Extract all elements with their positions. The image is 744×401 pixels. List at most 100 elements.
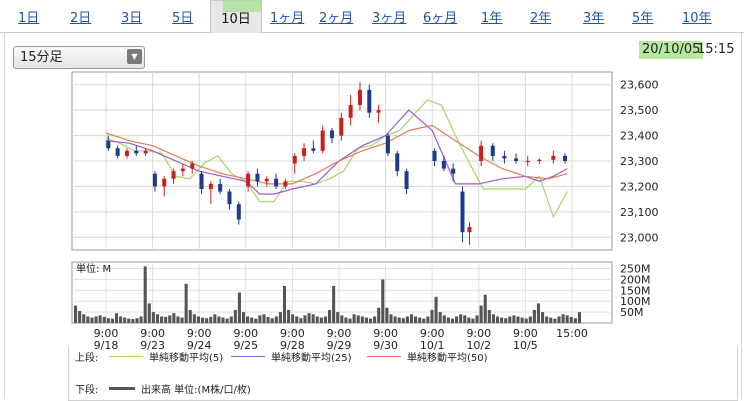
volume-bar — [254, 318, 258, 323]
volume-bar — [557, 316, 561, 323]
tab-12[interactable]: 3年 — [583, 11, 605, 26]
volume-tick-label: 150M — [620, 284, 651, 297]
volume-bar — [504, 318, 508, 323]
candle-body — [292, 155, 297, 164]
candle-body — [180, 168, 185, 172]
volume-bar — [262, 314, 266, 323]
volume-bar — [188, 309, 192, 323]
legend-ma50-swatch — [367, 356, 401, 357]
volume-bar — [135, 318, 139, 323]
volume-bar — [295, 316, 299, 323]
volume-bar — [340, 315, 344, 323]
x-tick-date: 9/29 — [327, 339, 352, 352]
volume-bar — [94, 316, 98, 323]
volume-bar — [500, 317, 504, 323]
volume-bar — [352, 314, 356, 323]
candle-body — [115, 148, 120, 156]
chevron-down-icon[interactable]: ▼ — [127, 49, 142, 64]
candle-body — [330, 130, 335, 139]
tab-6[interactable]: 1ヶ月 — [270, 11, 305, 26]
candle-body — [162, 178, 167, 187]
tab-9[interactable]: 6ヶ月 — [423, 11, 458, 26]
volume-bar — [401, 318, 405, 323]
candle-body — [502, 155, 507, 159]
volume-tick-label: 250M — [620, 263, 651, 276]
candle-body — [563, 155, 568, 161]
volume-bar — [377, 307, 381, 323]
x-tick-date: 9/30 — [373, 339, 398, 352]
candle-body — [451, 168, 456, 174]
chart-legend: 上段: 単純移動平均(5) 単純移動平均(25) 単純移動平均(50) 下段: … — [68, 346, 738, 401]
volume-bar — [205, 318, 209, 323]
volume-bar — [549, 317, 553, 323]
tab-10[interactable]: 1年 — [481, 11, 503, 26]
volume-bar — [323, 316, 327, 323]
volume-bar — [422, 318, 426, 323]
interval-select[interactable]: 15分足 ▼ — [13, 46, 145, 69]
tab-1[interactable]: 1日 — [18, 11, 40, 26]
candle-body — [404, 171, 409, 189]
volume-bar — [405, 316, 409, 323]
candle-body — [106, 140, 111, 149]
price-tick-label: 23,500 — [620, 104, 659, 117]
moving-average-line — [105, 99, 568, 219]
volume-tick-label: 200M — [620, 273, 651, 286]
volume-bar — [409, 314, 414, 323]
tab-2[interactable]: 2日 — [70, 11, 92, 26]
volume-bar — [270, 318, 274, 323]
x-tick-time: 9:00 — [140, 327, 165, 340]
volume-bar — [180, 317, 184, 323]
volume-bar — [184, 283, 188, 323]
volume-bar — [90, 317, 94, 323]
volume-bar — [229, 316, 233, 323]
volume-bar — [303, 315, 307, 323]
volume-bar — [467, 317, 471, 323]
volume-unit-label: 単位: M — [76, 262, 111, 275]
tab-8[interactable]: 3ヶ月 — [372, 11, 407, 26]
tab-4[interactable]: 5日 — [172, 11, 194, 26]
x-tick-date: 9/24 — [187, 339, 212, 352]
candle-body — [460, 191, 465, 233]
legend-ma25-label: 単純移動平均(25) — [271, 353, 352, 364]
volume-bar — [442, 315, 446, 323]
tab-3[interactable]: 3日 — [121, 11, 143, 26]
legend-lower-label: 下段: — [75, 385, 99, 396]
candle-body — [514, 158, 519, 161]
tab-11[interactable]: 2年 — [530, 11, 552, 26]
tab-14[interactable]: 10年 — [682, 11, 712, 26]
candle-body — [525, 161, 530, 162]
candle-body — [490, 145, 495, 156]
volume-bar — [172, 313, 176, 323]
volume-bar — [381, 279, 385, 323]
volume-bar — [577, 312, 581, 323]
volume-bar — [479, 305, 483, 323]
volume-bar — [348, 318, 352, 323]
volume-bar — [74, 305, 78, 323]
candle-body — [441, 161, 446, 169]
volume-tick-label: 100M — [620, 295, 651, 308]
volume-bar — [385, 307, 389, 323]
volume-bar — [258, 315, 262, 323]
candle-body — [348, 105, 353, 118]
candle-body — [208, 183, 213, 189]
volume-bar — [299, 318, 303, 323]
volume-bar — [561, 314, 565, 323]
volume-bar — [336, 312, 340, 323]
price-tick-label: 23,200 — [620, 180, 659, 193]
volume-bar — [114, 313, 119, 323]
volume-bar — [483, 294, 487, 323]
tab-13[interactable]: 5年 — [632, 11, 654, 26]
volume-bar — [78, 311, 82, 323]
volume-bar — [393, 316, 397, 323]
volume-bar — [455, 316, 459, 323]
candle-body — [143, 150, 148, 154]
tab-7[interactable]: 2ヶ月 — [319, 11, 354, 26]
volume-bar — [233, 309, 237, 323]
x-tick-date: 9/28 — [280, 339, 305, 352]
candle-body — [432, 150, 437, 161]
price-tick-label: 23,400 — [620, 130, 659, 143]
candle-body — [376, 110, 381, 113]
legend-ma5-label: 単純移動平均(5) — [149, 353, 224, 364]
volume-bar — [438, 312, 442, 323]
volume-bar — [176, 316, 180, 323]
